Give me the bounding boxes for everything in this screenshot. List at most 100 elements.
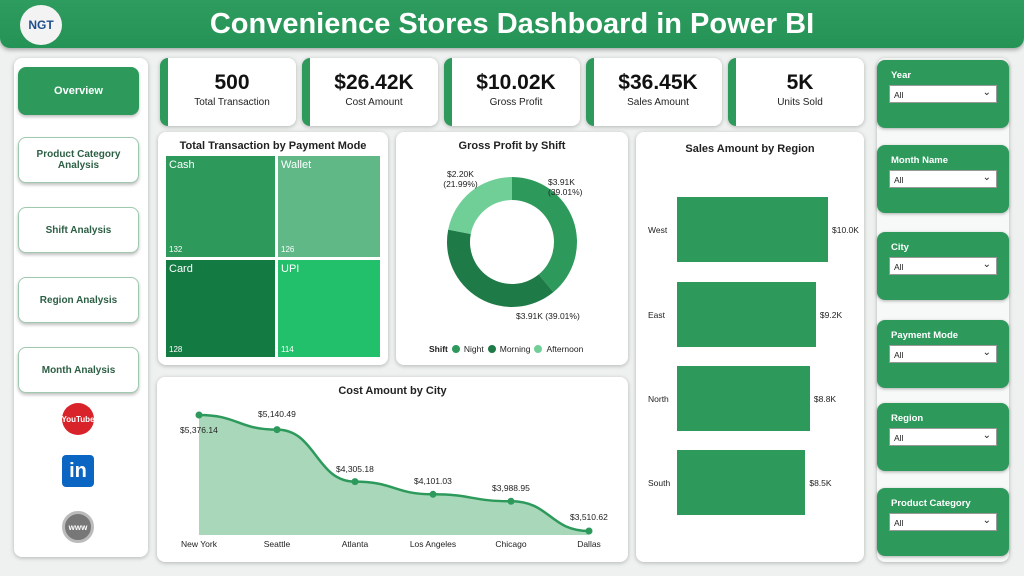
x-tick-label: New York xyxy=(181,539,217,549)
area-line xyxy=(198,413,590,533)
kpi-value: 500 xyxy=(214,71,250,94)
treemap-cell-cash[interactable]: Cash 132 xyxy=(166,156,275,257)
slicer-dropdown[interactable]: All ⌄ xyxy=(889,345,997,363)
treemap-cell-upi[interactable]: UPI 114 xyxy=(278,260,380,357)
area-point[interactable] xyxy=(507,497,515,505)
bar-value-label: $8.8K xyxy=(813,394,837,404)
slicer-label: City xyxy=(891,242,909,253)
donut-label-morning: $3.91K (39.01%) xyxy=(516,311,580,321)
bar-value-label: $10.0K xyxy=(832,225,859,235)
point-value-label: $3,510.62 xyxy=(570,512,608,523)
filter-panel xyxy=(877,58,1009,562)
area-point[interactable] xyxy=(273,426,281,434)
slicer: Month Name All ⌄ xyxy=(877,145,1009,213)
kpi-label: Sales Amount xyxy=(627,97,689,108)
donut-label-night: $3.91K (39.01%) xyxy=(548,177,583,197)
area-point[interactable] xyxy=(585,527,593,535)
donut-panel: Gross Profit by Shift xyxy=(396,132,628,365)
legend-night[interactable]: Night xyxy=(463,344,484,354)
cell-value: 126 xyxy=(281,245,295,254)
point-value-label: $5,140.49 xyxy=(258,408,296,419)
cell-label: Wallet xyxy=(281,159,312,171)
slicer-dropdown[interactable]: All ⌄ xyxy=(889,513,997,531)
bar-value-label: $9.2K xyxy=(819,310,843,320)
kpi-card: 5K Units Sold xyxy=(728,58,864,126)
chevron-down-icon: ⌄ xyxy=(982,430,991,441)
bar[interactable] xyxy=(677,282,816,347)
nav-region[interactable]: Region Analysis xyxy=(18,277,139,323)
bar[interactable] xyxy=(677,197,828,262)
point-value-label: $4,305.18 xyxy=(336,463,374,474)
x-tick-label: Seattle xyxy=(263,539,291,549)
legend-title: Shift xyxy=(429,344,448,354)
legend-morning[interactable]: Morning xyxy=(499,344,531,354)
donut-slice-night[interactable] xyxy=(512,177,577,293)
bar[interactable] xyxy=(677,366,810,431)
area-fill xyxy=(199,415,589,535)
slicer-dropdown[interactable]: All ⌄ xyxy=(889,428,997,446)
slicer-dropdown[interactable]: All ⌄ xyxy=(889,257,997,275)
bar-category-label: West xyxy=(648,225,668,235)
nav-product-category[interactable]: Product Category Analysis xyxy=(18,137,139,183)
nav-shift[interactable]: Shift Analysis xyxy=(18,207,139,253)
header-bar xyxy=(0,0,1024,48)
youtube-icon[interactable]: YouTube xyxy=(61,403,95,435)
slicer: Year All ⌄ xyxy=(877,60,1009,128)
area-point[interactable] xyxy=(429,490,437,498)
logo-text: NGT xyxy=(28,18,54,32)
slicer: Region All ⌄ xyxy=(877,403,1009,471)
cell-value: 128 xyxy=(169,345,183,354)
slicer-value: All xyxy=(894,433,904,443)
treemap-cell-wallet[interactable]: Wallet 126 xyxy=(278,156,380,257)
slicer-value: All xyxy=(894,350,904,360)
slicer-value: All xyxy=(894,175,904,185)
nav-overview[interactable]: Overview xyxy=(18,67,139,115)
slicer-value: All xyxy=(894,518,904,528)
donut-slice-morning[interactable] xyxy=(447,229,554,307)
slicer-value: All xyxy=(894,90,904,100)
kpi-card: $36.45K Sales Amount xyxy=(586,58,722,126)
nav-month[interactable]: Month Analysis xyxy=(18,347,139,393)
kpi-label: Units Sold xyxy=(777,97,823,108)
slicer-dropdown[interactable]: All ⌄ xyxy=(889,85,997,103)
slicer: Payment Mode All ⌄ xyxy=(877,320,1009,388)
donut-slice-afternoon[interactable] xyxy=(448,177,512,235)
bar[interactable] xyxy=(677,450,806,515)
donut-legend: Shift Night Morning Afternoon xyxy=(429,344,583,354)
kpi-label: Cost Amount xyxy=(345,97,403,108)
region-bar-title: Sales Amount by Region xyxy=(685,143,815,155)
treemap-title: Total Transaction by Payment Mode xyxy=(179,140,367,152)
slicer-dropdown[interactable]: All ⌄ xyxy=(889,170,997,188)
kpi-value: $26.42K xyxy=(334,71,414,94)
slicer-label: Region xyxy=(891,413,924,424)
point-value-label: $3,988.95 xyxy=(492,483,530,494)
treemap-cell-card[interactable]: Card 128 xyxy=(166,260,275,357)
x-tick-label: Los Angeles xyxy=(409,539,457,549)
slicer: Product Category All ⌄ xyxy=(877,488,1009,556)
kpi-label: Total Transaction xyxy=(194,97,270,108)
kpi-label: Gross Profit xyxy=(489,97,543,108)
kpi-card: $10.02K Gross Profit xyxy=(444,58,580,126)
donut-label-afternoon: $2.20K (21.99%) xyxy=(443,169,478,189)
cell-value: 114 xyxy=(281,345,294,354)
area-point[interactable] xyxy=(351,478,359,486)
area-point[interactable] xyxy=(195,411,203,419)
x-tick-label: Chicago xyxy=(495,539,527,549)
point-value-label: $5,376.14 xyxy=(180,425,218,435)
chevron-down-icon: ⌄ xyxy=(982,515,991,526)
cell-label: Card xyxy=(169,263,193,275)
cell-value: 132 xyxy=(169,245,183,254)
website-globe-icon[interactable]: www xyxy=(62,511,94,543)
city-area-title: Cost Amount by City xyxy=(338,385,447,397)
legend-dot-morning xyxy=(487,345,496,353)
cell-label: UPI xyxy=(281,263,300,275)
logo: NGT xyxy=(20,5,62,45)
bar-category-label: South xyxy=(648,478,671,488)
chevron-down-icon: ⌄ xyxy=(982,259,991,270)
linkedin-icon[interactable]: in xyxy=(62,455,94,487)
donut-title: Gross Profit by Shift xyxy=(458,140,566,152)
kpi-value: $10.02K xyxy=(476,71,556,94)
legend-afternoon[interactable]: Afternoon xyxy=(546,344,584,354)
slicer-value: All xyxy=(894,262,904,272)
